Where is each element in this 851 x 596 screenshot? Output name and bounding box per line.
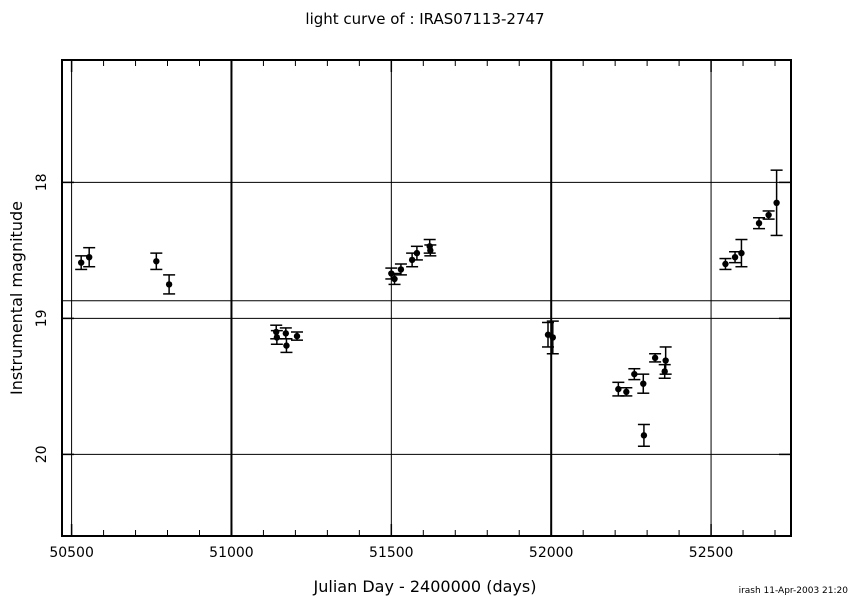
data-point [388, 272, 401, 286]
y-tick-label: 19 [34, 309, 50, 327]
point-marker [413, 249, 421, 257]
footer-timestamp: irash 11-Apr-2003 21:20 [739, 586, 849, 596]
data-point [150, 252, 163, 271]
data-point [637, 423, 650, 447]
data-point [659, 346, 672, 375]
data-points [75, 169, 783, 447]
point-marker [283, 342, 290, 349]
x-tick-label: 51500 [369, 545, 414, 561]
data-point [542, 321, 554, 348]
point-marker [544, 331, 552, 338]
data-point [424, 244, 437, 257]
point-marker [640, 380, 647, 387]
data-point [394, 263, 407, 276]
point-marker [85, 254, 93, 261]
data-point [270, 329, 283, 345]
x-tick-label: 50500 [49, 545, 94, 561]
point-marker [391, 275, 398, 283]
data-point [546, 320, 559, 355]
point-marker [397, 266, 405, 273]
data-point [163, 274, 176, 295]
x-axis-label: Julian Day - 2400000 (days) [313, 577, 537, 596]
point-marker [662, 357, 669, 364]
data-point [762, 210, 775, 220]
point-marker [640, 432, 648, 439]
point-marker [631, 370, 638, 378]
point-marker [722, 260, 729, 268]
x-tick-label: 51000 [209, 545, 254, 561]
data-point [770, 169, 783, 237]
point-marker [623, 388, 630, 396]
data-point [658, 363, 671, 379]
point-marker [165, 281, 173, 288]
x-tick-label: 52000 [529, 545, 574, 561]
point-marker [273, 334, 281, 341]
data-point [280, 338, 293, 354]
data-point [75, 255, 88, 271]
data-point [735, 238, 748, 268]
plot-frame [61, 59, 792, 537]
data-point [628, 367, 641, 381]
data-point [279, 327, 292, 340]
data-point [637, 373, 650, 394]
point-marker [153, 258, 160, 265]
point-marker [738, 249, 745, 257]
point-marker [773, 199, 780, 206]
point-marker [615, 385, 622, 393]
y-axis-label: Instrumental magnitude [7, 201, 26, 395]
chart-title: light curve of : IRAS07113-2747 [305, 10, 544, 28]
y-tick-label: 18 [34, 173, 50, 191]
point-marker [731, 254, 739, 261]
data-point [649, 353, 662, 363]
x-axis: 50500 51000 51500 52000 52500 [49, 60, 776, 561]
data-point [719, 257, 732, 271]
data-point [753, 217, 766, 230]
point-marker [427, 247, 434, 254]
data-point [612, 381, 625, 397]
data-point [291, 331, 304, 341]
point-marker [755, 220, 763, 227]
y-tick-label: 20 [34, 445, 50, 463]
data-point [620, 387, 633, 397]
point-marker [282, 330, 290, 337]
data-point [83, 246, 96, 268]
data-point [410, 245, 423, 261]
point-marker [765, 211, 772, 219]
point-marker [293, 332, 301, 340]
x-tick-label: 52500 [689, 545, 734, 561]
point-marker [77, 259, 85, 266]
point-marker [549, 334, 556, 341]
grid [62, 60, 791, 536]
y-axis: 18 19 20 [34, 173, 791, 463]
point-marker [651, 354, 659, 362]
